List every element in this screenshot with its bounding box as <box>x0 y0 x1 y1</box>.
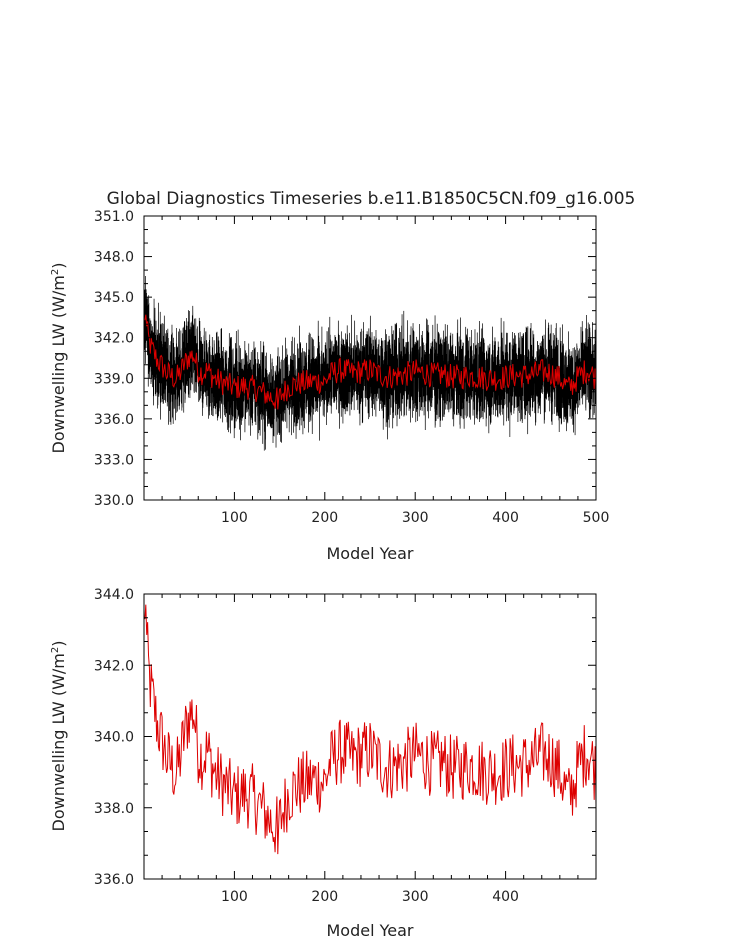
top-x-tick-label: 400 <box>492 510 519 526</box>
top-x-tick-label: 100 <box>221 510 248 526</box>
bottom-y-tick-label: 340.0 <box>94 730 134 746</box>
top-y-tick-label: 351.0 <box>94 209 134 225</box>
bottom-x-tick-label: 300 <box>402 889 429 905</box>
bottom-annual-mean-line <box>144 604 596 855</box>
top-chart: 330.0 333.0 336.0 339.0 342.0 345.0 348.… <box>49 209 609 563</box>
top-x-tick-label: 200 <box>311 510 338 526</box>
top-annual-mean-line <box>144 314 596 410</box>
top-y-tick-label: 348.0 <box>94 250 134 266</box>
top-series-group <box>144 275 596 451</box>
top-x-tick-label: 500 <box>583 510 610 526</box>
bottom-ticks <box>144 593 597 880</box>
bottom-x-tick-label: 200 <box>311 889 338 905</box>
top-y-tick-label: 333.0 <box>94 452 134 468</box>
bottom-y-tick-label: 342.0 <box>94 658 134 674</box>
bottom-y-axis-label: Downwelling LW (W/m2) <box>49 641 68 832</box>
top-x-tick-labels: 100 200 300 400 500 <box>221 510 609 526</box>
bottom-y-tick-label: 336.0 <box>94 872 134 888</box>
top-monthly-mean-line <box>144 275 596 451</box>
bottom-x-tick-labels: 100 200 300 400 <box>221 889 519 905</box>
top-y-tick-label: 336.0 <box>94 412 134 428</box>
top-y-tick-label: 330.0 <box>94 493 134 509</box>
bottom-y-tick-label: 344.0 <box>94 587 134 603</box>
top-x-axis-label: Model Year <box>327 544 414 563</box>
top-plot-frame <box>143 215 597 501</box>
bottom-x-tick-label: 400 <box>492 889 519 905</box>
top-y-tick-label: 342.0 <box>94 331 134 347</box>
bottom-series-group <box>144 604 596 855</box>
bottom-y-tick-labels: 336.0 338.0 340.0 342.0 344.0 <box>94 587 134 888</box>
figure-title: Global Diagnostics Timeseries b.e11.B185… <box>107 189 636 209</box>
bottom-chart: 336.0 338.0 340.0 342.0 344.0 100 200 30… <box>49 587 597 940</box>
top-y-tick-label: 345.0 <box>94 290 134 306</box>
bottom-y-tick-label: 338.0 <box>94 801 134 817</box>
bottom-x-tick-label: 100 <box>221 889 248 905</box>
top-ticks <box>144 215 597 501</box>
top-y-tick-label: 339.0 <box>94 371 134 387</box>
top-y-axis-label: Downwelling LW (W/m2) <box>49 263 68 454</box>
top-x-tick-label: 300 <box>402 510 429 526</box>
top-y-tick-labels: 330.0 333.0 336.0 339.0 342.0 345.0 348.… <box>94 209 134 509</box>
bottom-x-axis-label: Model Year <box>327 921 414 940</box>
